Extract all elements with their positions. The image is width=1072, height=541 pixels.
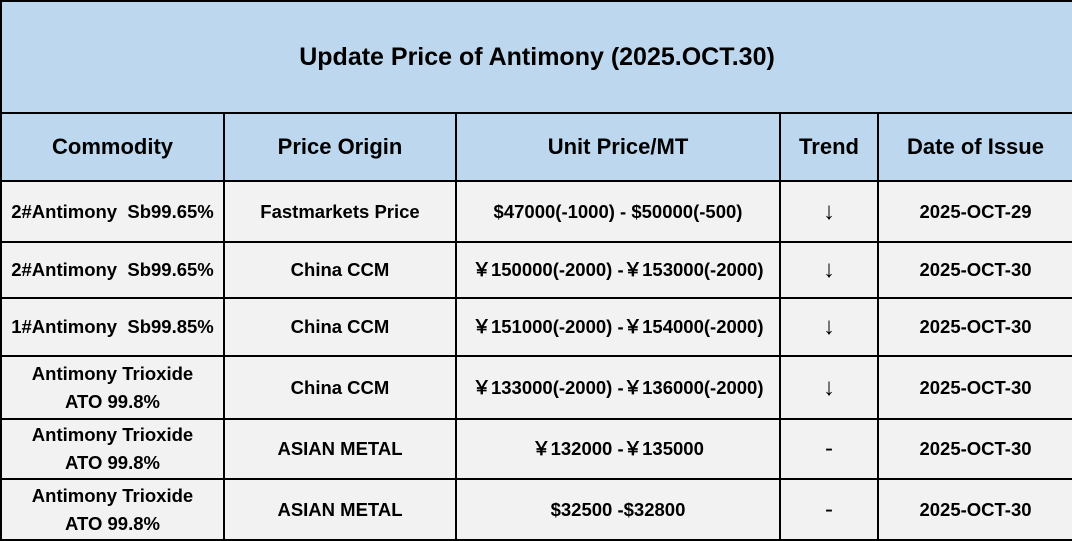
trend-cell: - bbox=[779, 418, 879, 480]
unit-price-cell: $47000(-1000) - $50000(-500) bbox=[455, 180, 781, 243]
commodity-cell: 1#Antimony Sb99.85% bbox=[0, 297, 225, 357]
table-row: 2#Antimony Sb99.65% China CCM ￥150000(-200… bbox=[0, 241, 1072, 299]
date-of-issue-cell: 2025-OCT-30 bbox=[876, 478, 1072, 541]
column-header: Trend bbox=[779, 112, 879, 182]
price-origin-cell: China CCM bbox=[223, 241, 457, 299]
column-header: Unit Price/MT bbox=[455, 112, 781, 182]
table-row: Antimony Trioxide ATO 99.8% China CCM ￥133… bbox=[0, 355, 1072, 420]
unit-price-cell: ￥133000(-2000) -￥136000(-2000) bbox=[455, 355, 781, 420]
price-origin-cell: ASIAN METAL bbox=[223, 418, 457, 480]
unit-price-cell: $32500 -$32800 bbox=[455, 478, 781, 541]
unit-price-cell: ￥150000(-2000) -￥153000(-2000) bbox=[455, 241, 781, 299]
price-origin-cell: China CCM bbox=[223, 297, 457, 357]
table-row: Antimony Trioxide ATO 99.8% ASIAN METAL $3… bbox=[0, 478, 1072, 541]
commodity-cell: 2#Antimony Sb99.65% bbox=[0, 180, 225, 243]
trend-cell: ↓ bbox=[779, 241, 879, 299]
column-header: Commodity bbox=[0, 112, 225, 182]
commodity-cell: 2#Antimony Sb99.65% bbox=[0, 241, 225, 299]
unit-price-cell: ￥132000 -￥135000 bbox=[455, 418, 781, 480]
date-of-issue-cell: 2025-OCT-30 bbox=[876, 418, 1072, 480]
price-origin-cell: Fastmarkets Price bbox=[223, 180, 457, 243]
date-of-issue-cell: 2025-OCT-29 bbox=[876, 180, 1072, 243]
trend-cell: ↓ bbox=[779, 297, 879, 357]
date-of-issue-cell: 2025-OCT-30 bbox=[876, 241, 1072, 299]
date-of-issue-cell: 2025-OCT-30 bbox=[876, 297, 1072, 357]
commodity-cell: Antimony Trioxide ATO 99.8% bbox=[0, 355, 225, 420]
table-title: Update Price of Antimony (2025.OCT.30) bbox=[0, 0, 1072, 114]
table-row: 2#Antimony Sb99.65% Fastmarkets Price $470… bbox=[0, 180, 1072, 243]
column-header: Date of Issue bbox=[876, 112, 1072, 182]
commodity-cell: Antimony Trioxide ATO 99.8% bbox=[0, 418, 225, 480]
trend-cell: ↓ bbox=[779, 355, 879, 420]
table-row: 1#Antimony Sb99.85% China CCM ￥151000(-200… bbox=[0, 297, 1072, 357]
date-of-issue-cell: 2025-OCT-30 bbox=[876, 355, 1072, 420]
column-header: Price Origin bbox=[223, 112, 457, 182]
table-row: Antimony Trioxide ATO 99.8% ASIAN METAL ￥1… bbox=[0, 418, 1072, 480]
commodity-cell: Antimony Trioxide ATO 99.8% bbox=[0, 478, 225, 541]
unit-price-cell: ￥151000(-2000) -￥154000(-2000) bbox=[455, 297, 781, 357]
trend-cell: ↓ bbox=[779, 180, 879, 243]
price-origin-cell: China CCM bbox=[223, 355, 457, 420]
trend-cell: - bbox=[779, 478, 879, 541]
price-origin-cell: ASIAN METAL bbox=[223, 478, 457, 541]
